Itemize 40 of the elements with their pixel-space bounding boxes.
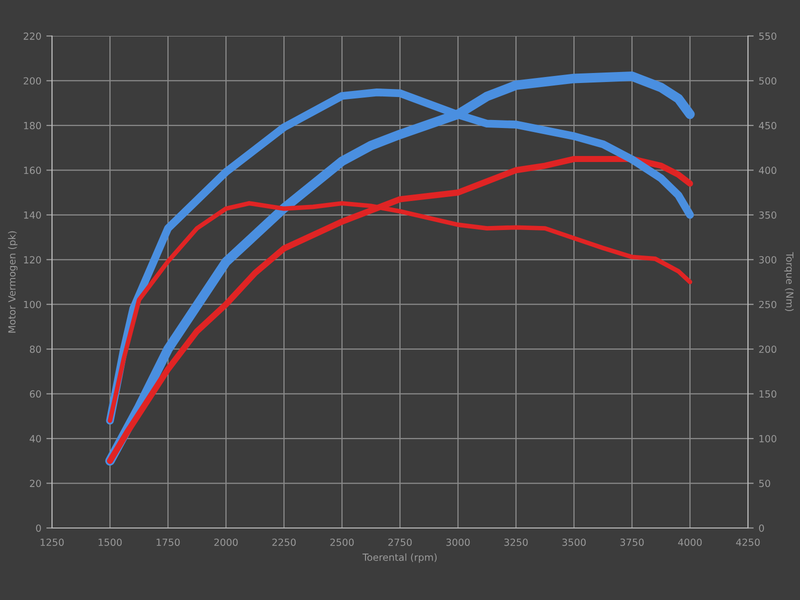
y2-tick-label: 550 [759, 32, 776, 40]
y2-tick-label: 150 [759, 390, 776, 398]
y-tick-label: 40 [30, 435, 41, 442]
y-tick-label: 0 [36, 524, 41, 532]
x-tick-label: 3000 [446, 538, 470, 546]
x-tick-label: 3500 [562, 538, 586, 546]
y2-axis-title: Torque (Nm) [784, 252, 794, 312]
y2-tick-label: 50 [759, 480, 770, 488]
y-tick-label: 80 [30, 346, 41, 353]
y2-tick-label: 100 [759, 435, 776, 442]
x-axis-title: Toerental (rpm) [362, 553, 437, 563]
x-tick-label: 2750 [388, 538, 412, 546]
y-tick-label: 20 [30, 480, 41, 488]
y-tick-label: 180 [24, 122, 41, 130]
y2-tick-label: 0 [759, 524, 764, 532]
x-tick-label: 1250 [40, 538, 64, 546]
y2-tick-label: 250 [759, 300, 776, 308]
y-tick-label: 200 [24, 77, 41, 85]
x-tick-label: 3250 [504, 538, 528, 546]
x-tick-label: 2500 [330, 538, 354, 546]
y-tick-label: 100 [24, 300, 41, 308]
x-tick-label: 4250 [736, 538, 760, 546]
y-tick-label: 120 [24, 256, 41, 264]
y-tick-label: 220 [24, 32, 41, 40]
y-tick-label: 140 [24, 211, 41, 219]
y2-tick-label: 450 [758, 122, 776, 130]
y2-tick-label: 300 [759, 256, 776, 264]
y2-tick-label: 200 [759, 346, 776, 353]
x-tick-label: 4000 [678, 538, 702, 546]
x-tick-label: 2250 [272, 538, 296, 546]
x-tick-label: 2000 [214, 538, 238, 546]
y-axis-title: Motor Vermogen (pk) [8, 231, 18, 333]
x-tick-label: 3750 [620, 538, 644, 546]
x-tick-label: 1750 [156, 538, 180, 546]
y-tick-label: 60 [30, 390, 41, 398]
y2-tick-label: 400 [758, 166, 776, 174]
y-tick-label: 160 [24, 166, 41, 174]
x-tick-label: 1500 [98, 538, 122, 546]
y2-tick-label: 500 [759, 77, 776, 85]
y2-tick-label: 350 [759, 211, 776, 219]
